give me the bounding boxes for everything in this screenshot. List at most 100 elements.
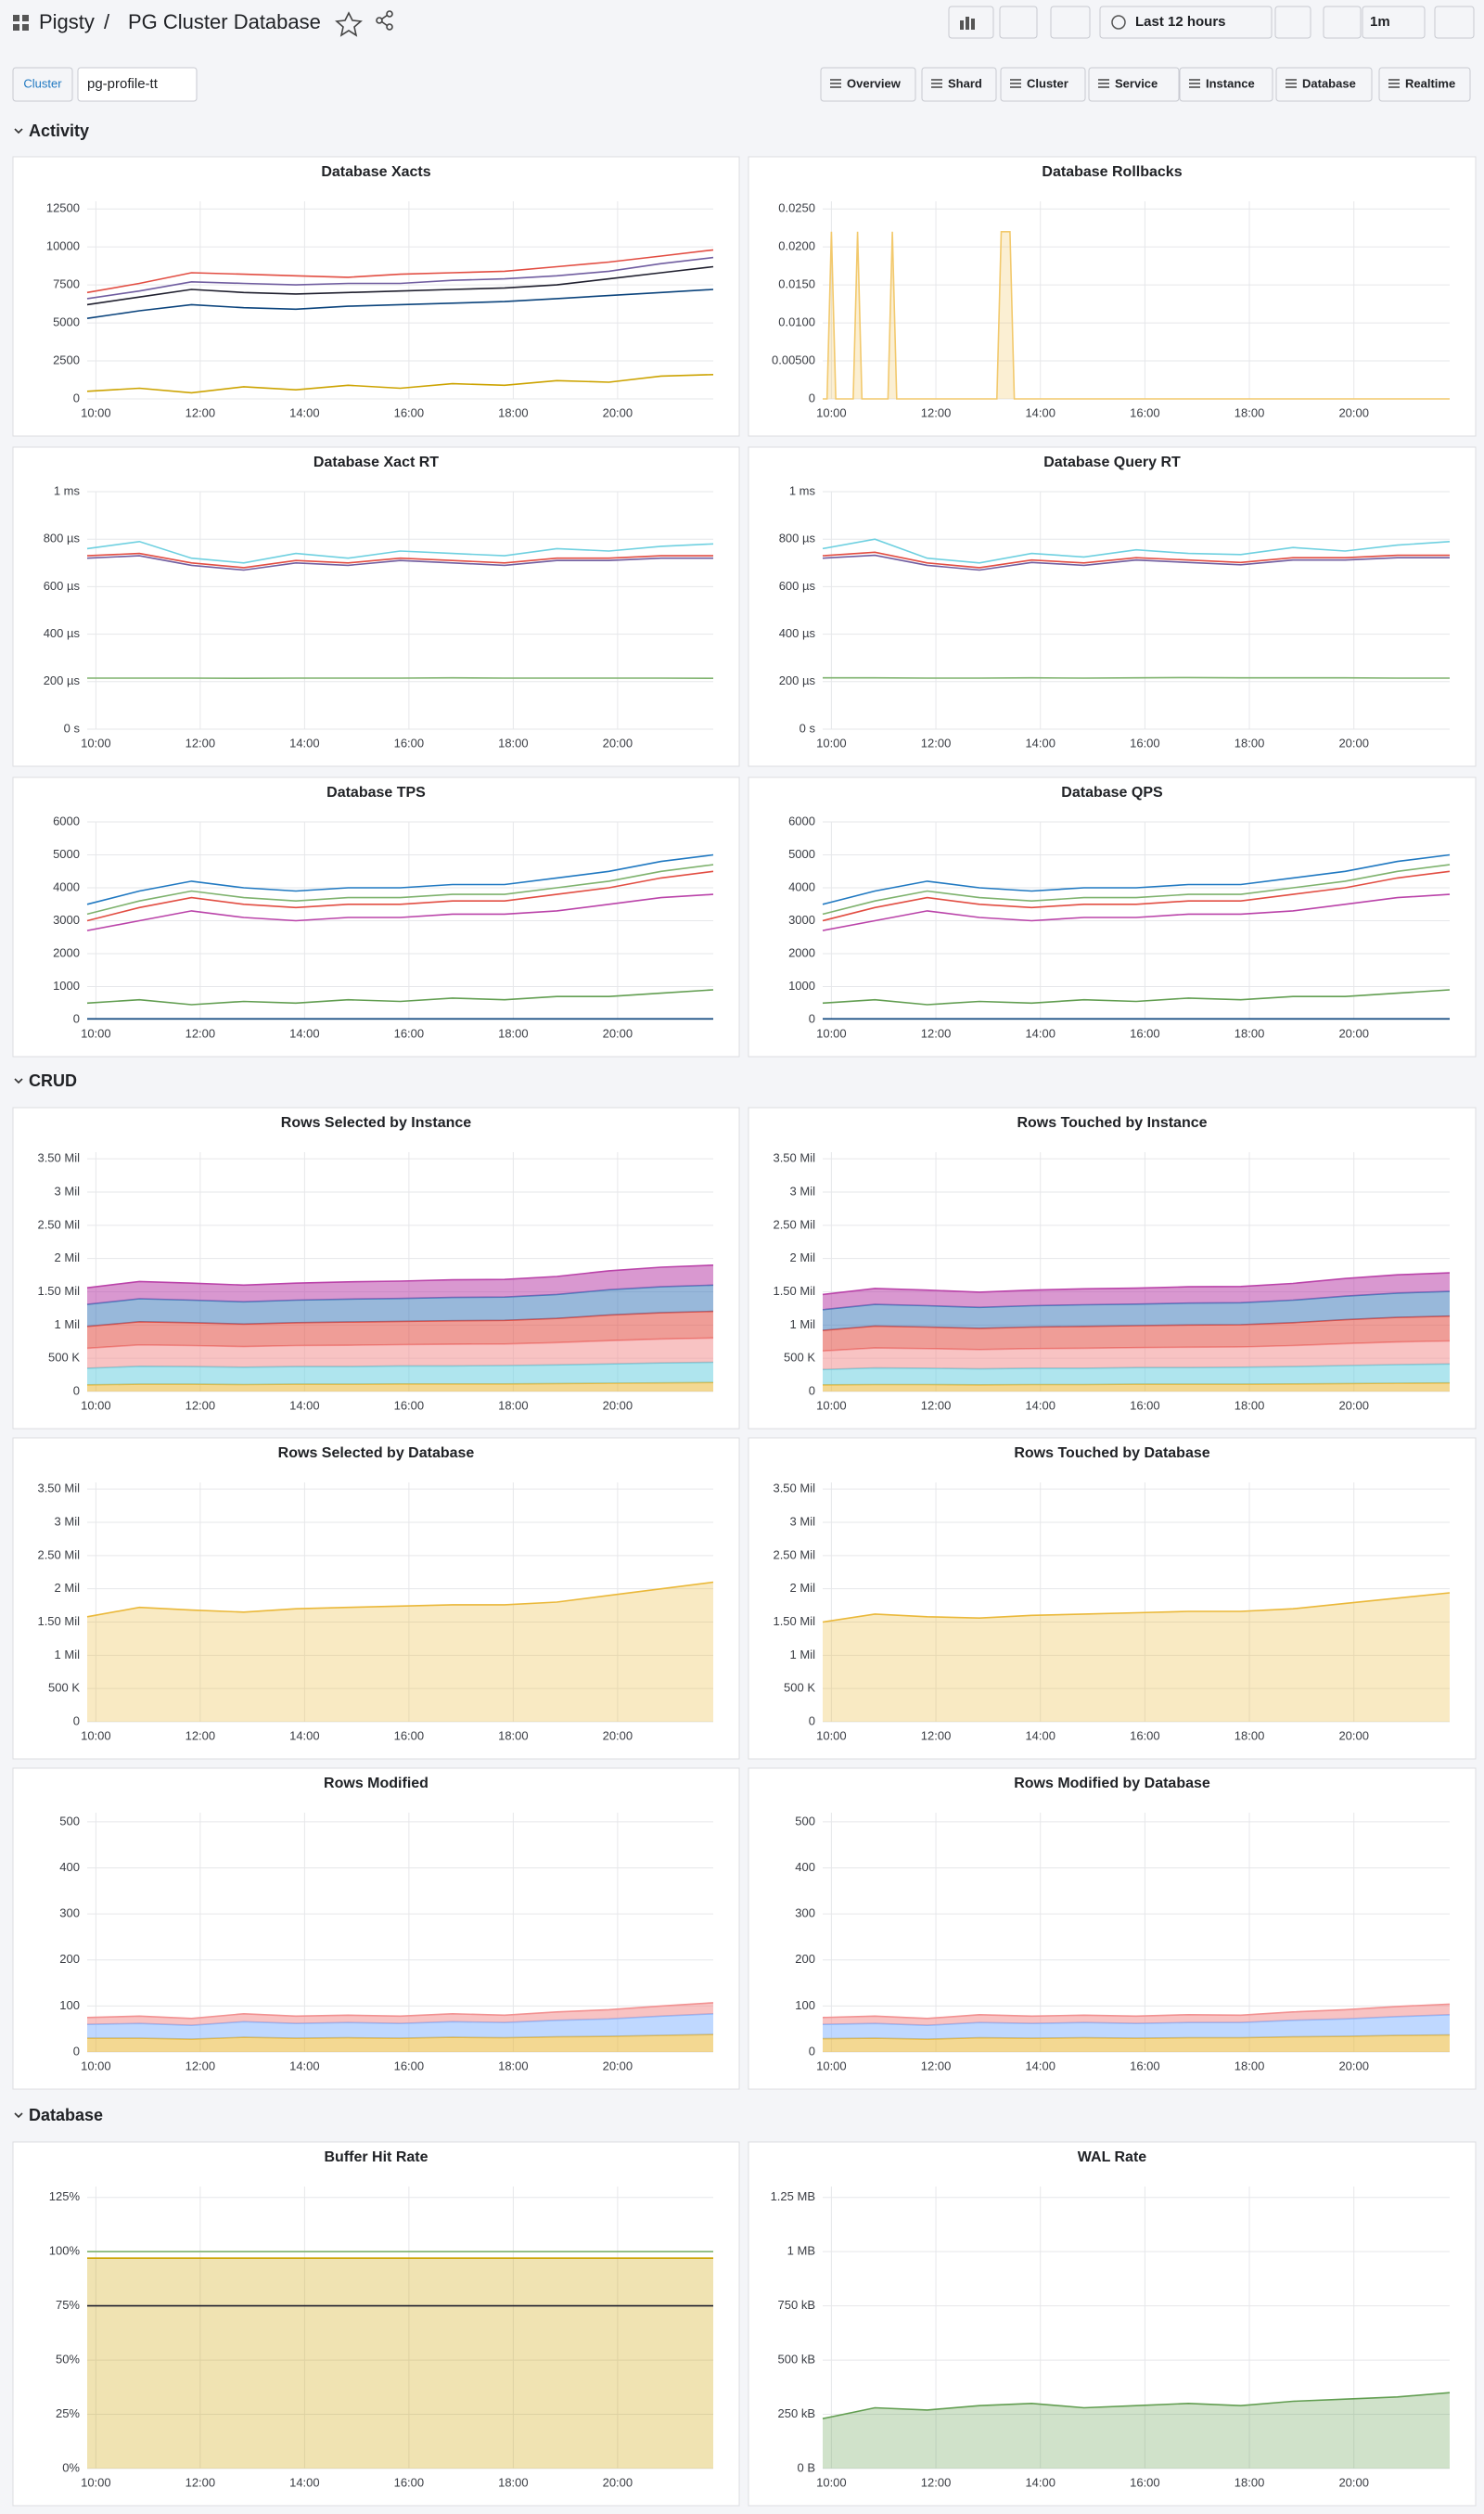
- series-line: [822, 1592, 1451, 1623]
- nav-button[interactable]: [1088, 67, 1180, 102]
- series-line: [822, 538, 1451, 564]
- y-tick-label: 400: [795, 1860, 815, 1874]
- panel-title: Buffer Hit Rate: [324, 2149, 428, 2165]
- area: [87, 1264, 713, 1305]
- star-icon[interactable]: [335, 11, 363, 37]
- kiosk-button[interactable]: [1434, 6, 1475, 39]
- series-line: [87, 676, 714, 680]
- x-tick-label: 12:00: [186, 2059, 216, 2072]
- panel: Rows Selected by Database 0 500 K 1 Mil 1.50…: [12, 1437, 740, 1760]
- nav-link[interactable]: Service: [1115, 76, 1158, 90]
- x-tick-label: 18:00: [498, 405, 529, 419]
- nav-link[interactable]: Overview: [847, 76, 902, 90]
- refresh-interval[interactable]: [1362, 6, 1426, 39]
- x-tick-label: 16:00: [394, 405, 425, 419]
- nav-button[interactable]: [1275, 67, 1373, 102]
- y-tick-label: 125%: [49, 2189, 81, 2203]
- y-tick-label: 1000: [53, 979, 80, 993]
- y-tick-label: 400: [59, 1860, 80, 1874]
- x-tick-label: 18:00: [498, 1728, 529, 1742]
- series-line: [86, 540, 714, 564]
- panel: Rows Touched by Database 0 500 K 1 Mil 1.50 …: [748, 1437, 1477, 1760]
- y-tick-label: 400 µs: [44, 626, 81, 640]
- panel: Database Xact RT 0 s 200 µs 400 µs 600 µs 800…: [12, 446, 740, 767]
- y-tick-label: 500: [795, 1814, 815, 1828]
- nav-button[interactable]: [1179, 67, 1273, 102]
- y-tick-label: 0 B: [797, 2460, 815, 2474]
- panel-title: Database Rollbacks: [1042, 164, 1182, 180]
- x-tick-label: 14:00: [1025, 736, 1055, 750]
- y-tick-label: 1000: [788, 979, 815, 993]
- y-tick-label: 1.25 MB: [771, 2189, 815, 2203]
- x-tick-label: 20:00: [1338, 1398, 1369, 1412]
- section-title[interactable]: CRUD: [29, 1071, 77, 1090]
- nav-button[interactable]: [1378, 67, 1471, 102]
- variable-value[interactable]: pg-profile-tt: [87, 76, 159, 92]
- nav-link[interactable]: Cluster: [1027, 76, 1068, 90]
- nav-button[interactable]: [921, 67, 997, 102]
- area: [823, 1291, 1450, 1331]
- area: [87, 1338, 713, 1368]
- y-tick-label: 7500: [53, 277, 80, 291]
- x-tick-label: 10:00: [816, 405, 847, 419]
- x-tick-label: 10:00: [816, 1026, 847, 1040]
- nav-link[interactable]: Instance: [1206, 76, 1255, 90]
- y-tick-label: 500 K: [784, 1351, 815, 1365]
- x-tick-label: 18:00: [498, 1398, 529, 1412]
- share-icon[interactable]: [376, 10, 393, 31]
- panel: Database QPS 0 1000 2000 3000 4000 5000 6000 10:…: [748, 776, 1477, 1058]
- y-tick-label: 1 Mil: [55, 1317, 81, 1331]
- nav-link[interactable]: Realtime: [1405, 76, 1455, 90]
- panel-title: Rows Selected by Instance: [281, 1115, 472, 1131]
- variable-label-box: [12, 67, 73, 102]
- settings-button[interactable]: [1050, 6, 1091, 39]
- y-tick-label: 2 Mil: [55, 1251, 81, 1264]
- x-tick-label: 20:00: [603, 2475, 633, 2489]
- dashboard-title[interactable]: PG Cluster Database: [128, 10, 321, 33]
- series-line: [822, 989, 1451, 1006]
- x-tick-label: 10:00: [81, 2475, 111, 2489]
- time-picker[interactable]: [1099, 6, 1273, 39]
- nav-button[interactable]: [1000, 67, 1086, 102]
- panel: Database Query RT 0 s 200 µs 400 µs 600 µs 80…: [748, 446, 1477, 767]
- x-tick-label: 10:00: [81, 1026, 111, 1040]
- section-title[interactable]: Database: [29, 2106, 103, 2124]
- y-tick-label: 600 µs: [44, 579, 81, 593]
- x-tick-label: 16:00: [394, 2059, 425, 2072]
- x-tick-label: 14:00: [1025, 1026, 1055, 1040]
- x-tick-label: 12:00: [921, 2059, 952, 2072]
- refresh-button[interactable]: [1323, 6, 1362, 39]
- nav-button[interactable]: [820, 67, 916, 102]
- series-line: [86, 893, 714, 931]
- nav-link[interactable]: Database: [1302, 76, 1356, 90]
- series-line: [822, 1272, 1451, 1296]
- x-tick-label: 12:00: [186, 1728, 216, 1742]
- refresh-interval-text[interactable]: 1m: [1370, 14, 1390, 30]
- area: [87, 2034, 713, 2052]
- area: [87, 1582, 713, 1722]
- x-tick-label: 16:00: [1130, 736, 1160, 750]
- x-tick-label: 20:00: [1338, 405, 1369, 419]
- bar-icon: [960, 17, 975, 30]
- y-tick-label: 2000: [53, 945, 80, 959]
- section-title[interactable]: Activity: [29, 122, 89, 140]
- x-tick-label: 16:00: [1130, 2059, 1160, 2072]
- zoom-out-button[interactable]: [1274, 6, 1311, 39]
- time-range[interactable]: Last 12 hours: [1135, 14, 1226, 30]
- y-tick-label: 25%: [56, 2406, 80, 2420]
- area: [823, 1315, 1450, 1352]
- nav-link[interactable]: Shard: [948, 76, 982, 90]
- y-tick-label: 2 Mil: [55, 1581, 81, 1595]
- save-button[interactable]: [999, 6, 1038, 39]
- y-tick-label: 500 K: [784, 1681, 815, 1695]
- series-line: [822, 554, 1450, 571]
- y-tick-label: 0: [809, 1011, 815, 1025]
- series-line: [86, 249, 714, 294]
- variable-select[interactable]: [77, 67, 198, 102]
- y-tick-label: 2500: [53, 353, 80, 366]
- y-tick-label: 400 µs: [779, 626, 816, 640]
- apps-icon[interactable]: [13, 15, 29, 31]
- series-line: [86, 853, 714, 905]
- brand[interactable]: Pigsty: [39, 10, 95, 33]
- area: [87, 2258, 713, 2469]
